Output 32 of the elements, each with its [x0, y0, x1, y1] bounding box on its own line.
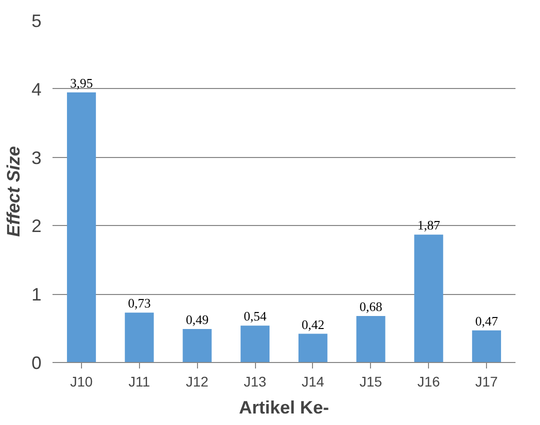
x-tick-label: J14	[302, 374, 324, 390]
bar	[66, 92, 96, 362]
y-tick-label: 1	[31, 284, 42, 305]
x-tick-label: J17	[475, 374, 498, 390]
y-tick-label: 3	[31, 148, 42, 168]
y-tick-label: 5	[31, 11, 42, 31]
bar	[182, 328, 212, 362]
x-tick-label: J10	[70, 374, 93, 390]
x-tick-label: J15	[360, 374, 382, 390]
y-tick-label: 2	[31, 216, 42, 236]
x-tick-label: J12	[186, 374, 209, 390]
data-label: 0,54	[244, 308, 267, 324]
x-axis-title: Artikel Ke-	[238, 398, 330, 418]
x-tick-label: J11	[128, 374, 150, 390]
bar	[414, 234, 444, 362]
bar	[472, 330, 502, 362]
data-label: 0,42	[302, 316, 324, 332]
bar	[240, 326, 270, 362]
data-label: 0,73	[128, 296, 151, 311]
data-label: 0,49	[186, 312, 209, 327]
x-tick-label: J16	[417, 374, 440, 390]
y-tick-label: 4	[31, 79, 42, 100]
data-label: 1,87	[417, 218, 441, 233]
data-label: 0,47	[475, 313, 498, 328]
bar	[298, 334, 328, 362]
data-label: 3,95	[70, 75, 93, 90]
x-tick-label: J13	[244, 374, 267, 390]
bar	[124, 312, 154, 362]
bar	[356, 316, 386, 362]
y-tick-label: 0	[31, 353, 42, 373]
data-label: 0,68	[359, 298, 382, 314]
y-axis-title: Effect Size	[3, 146, 24, 237]
